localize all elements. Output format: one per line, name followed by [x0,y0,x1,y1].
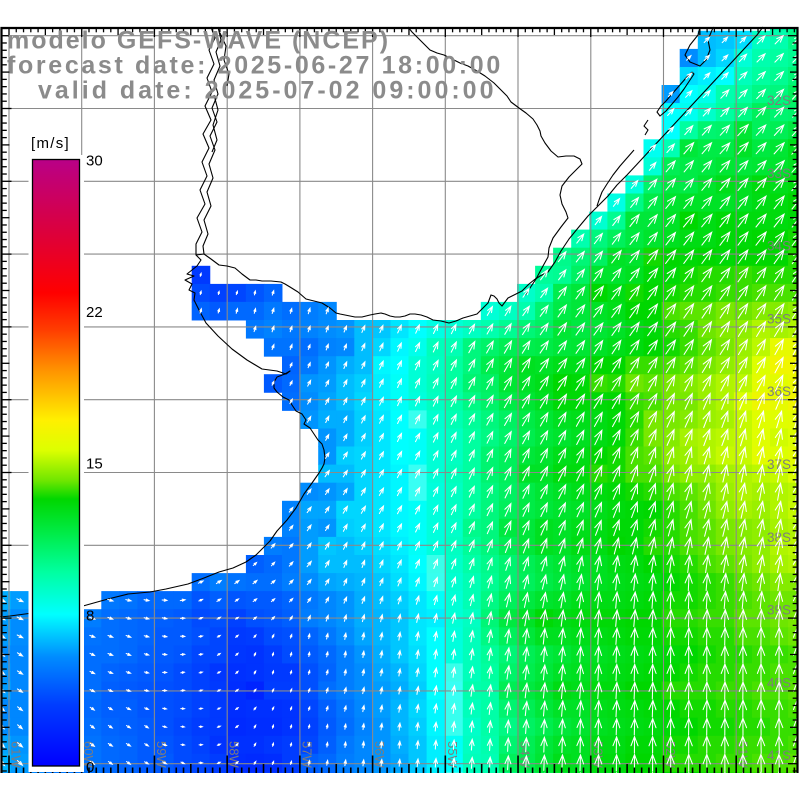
svg-text:modelo GEFS-WAVE (NCEP): modelo GEFS-WAVE (NCEP) [7,27,390,55]
svg-text:0: 0 [86,759,94,776]
svg-text:30: 30 [86,153,103,170]
svg-text:57W: 57W [299,741,314,768]
svg-text:58W: 58W [227,741,242,768]
svg-text:35S: 35S [767,311,791,326]
svg-text:forecast date: 2025-06-27 18:0: forecast date: 2025-06-27 18:00:00 [7,52,503,80]
svg-text:15: 15 [86,456,103,473]
svg-text:38S: 38S [767,530,791,545]
svg-text:34S: 34S [767,239,791,254]
svg-text:55W: 55W [445,741,460,768]
svg-text:36S: 36S [767,384,791,399]
svg-text:[m/s]: [m/s] [31,135,70,152]
svg-text:valid date: 2025-07-02 09:00:0: valid date: 2025-07-02 09:00:00 [38,77,497,105]
svg-text:54W: 54W [518,741,533,768]
svg-text:37S: 37S [767,457,791,472]
svg-text:53W: 53W [590,741,605,768]
svg-text:8: 8 [86,607,94,624]
svg-text:32S: 32S [767,93,791,108]
svg-text:56W: 56W [372,741,387,768]
svg-text:59W: 59W [154,741,169,768]
svg-text:33S: 33S [767,166,791,181]
svg-text:22: 22 [86,304,103,321]
svg-text:61W: 61W [9,741,24,768]
